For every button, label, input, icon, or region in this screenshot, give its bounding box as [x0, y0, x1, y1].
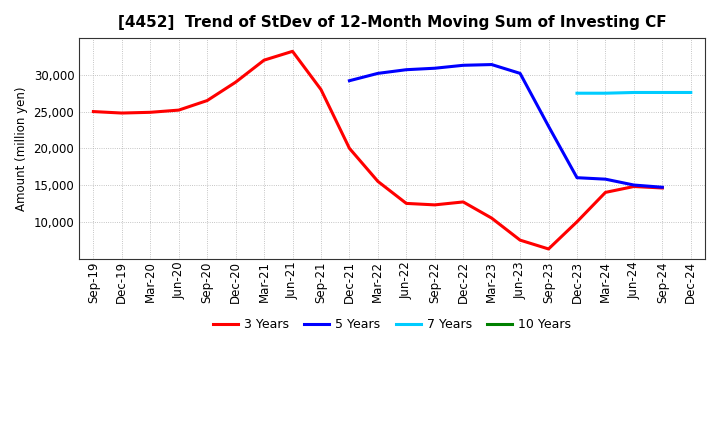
- Title: [4452]  Trend of StDev of 12-Month Moving Sum of Investing CF: [4452] Trend of StDev of 12-Month Moving…: [118, 15, 667, 30]
- 5 Years: [629, 183, 638, 188]
- 7 Years: [686, 90, 695, 95]
- Legend: 3 Years, 5 Years, 7 Years, 10 Years: 3 Years, 5 Years, 7 Years, 10 Years: [208, 313, 576, 336]
- 3 Years: [89, 109, 98, 114]
- 3 Years: [146, 110, 155, 115]
- 5 Years: [544, 124, 553, 129]
- 5 Years: [431, 66, 439, 71]
- 5 Years: [345, 78, 354, 83]
- 5 Years: [487, 62, 496, 67]
- 3 Years: [487, 216, 496, 221]
- Line: 3 Years: 3 Years: [94, 51, 662, 249]
- 3 Years: [431, 202, 439, 208]
- Line: 5 Years: 5 Years: [349, 65, 662, 187]
- Y-axis label: Amount (million yen): Amount (million yen): [15, 86, 28, 211]
- 5 Years: [572, 175, 581, 180]
- 3 Years: [544, 246, 553, 252]
- 3 Years: [231, 80, 240, 85]
- 7 Years: [601, 91, 610, 96]
- 3 Years: [345, 146, 354, 151]
- 5 Years: [658, 185, 667, 190]
- 3 Years: [402, 201, 410, 206]
- 7 Years: [572, 91, 581, 96]
- 3 Years: [516, 238, 524, 243]
- 5 Years: [459, 62, 467, 68]
- 3 Years: [117, 110, 126, 116]
- 3 Years: [317, 87, 325, 92]
- Line: 7 Years: 7 Years: [577, 92, 690, 93]
- 7 Years: [658, 90, 667, 95]
- 5 Years: [601, 176, 610, 182]
- 3 Years: [174, 107, 183, 113]
- 5 Years: [516, 71, 524, 76]
- 3 Years: [629, 184, 638, 189]
- 3 Years: [658, 185, 667, 191]
- 3 Years: [459, 199, 467, 205]
- 3 Years: [288, 49, 297, 54]
- 3 Years: [572, 219, 581, 224]
- 3 Years: [260, 58, 269, 63]
- 3 Years: [601, 190, 610, 195]
- 7 Years: [629, 90, 638, 95]
- 3 Years: [203, 98, 212, 103]
- 5 Years: [402, 67, 410, 72]
- 3 Years: [374, 179, 382, 184]
- 5 Years: [374, 71, 382, 76]
